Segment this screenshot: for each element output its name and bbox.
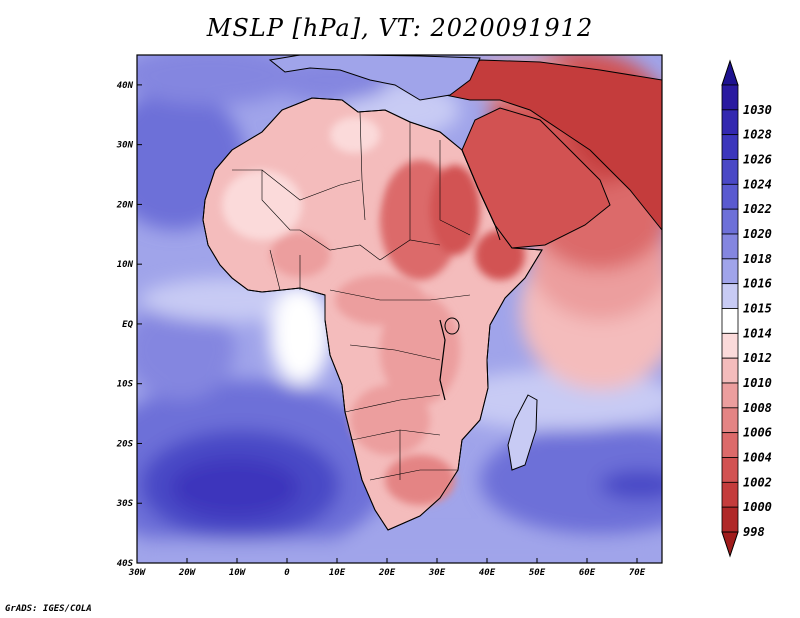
country-borders bbox=[232, 111, 471, 481]
longitude-labels: 30W 20W 10W 0 10E 20E 30E 40E 50E 60E 70E bbox=[128, 558, 646, 578]
colorbar-label: 1024 bbox=[743, 177, 772, 191]
colorbar-label: 1028 bbox=[743, 128, 772, 142]
lat-label: 10N bbox=[117, 260, 134, 270]
lat-label: 30N bbox=[116, 141, 134, 151]
colorbar-label: 998 bbox=[743, 525, 765, 539]
colorbar-swatch bbox=[721, 208, 739, 235]
lon-label: 30E bbox=[428, 568, 446, 578]
lon-label: 60E bbox=[579, 568, 596, 578]
colorbar-swatch bbox=[721, 283, 739, 309]
colorbar-label: 1018 bbox=[743, 252, 772, 266]
colorbar-swatch bbox=[721, 233, 739, 260]
colorbar-label: 1030 bbox=[743, 103, 772, 117]
colorbar-swatch bbox=[721, 382, 739, 409]
colorbar-label: 1012 bbox=[743, 351, 772, 365]
colorbar-label: 1014 bbox=[743, 326, 772, 340]
lon-label: 10W bbox=[229, 568, 247, 578]
colorbar-swatch bbox=[721, 357, 739, 384]
latitude-labels: 40N 30N 20N 10N EQ 10S 20S 30S 40S bbox=[116, 81, 142, 569]
lat-label: 40N bbox=[117, 81, 134, 91]
colorbar-label: 1026 bbox=[743, 153, 772, 167]
pressure-field bbox=[137, 55, 662, 563]
lon-label: 70E bbox=[629, 568, 646, 578]
asia-landmass bbox=[443, 59, 662, 231]
colorbar-label: 1016 bbox=[743, 277, 772, 291]
colorbar-swatch bbox=[721, 432, 739, 458]
lat-label: 40S bbox=[117, 559, 134, 569]
colorbar-top-arrow bbox=[721, 59, 739, 86]
colorbar-swatch bbox=[721, 481, 739, 508]
colorbar-swatch bbox=[721, 134, 739, 160]
plot-frame bbox=[136, 54, 663, 564]
colorbar-label: 1022 bbox=[743, 202, 772, 216]
lon-label: 30W bbox=[128, 568, 147, 578]
map-title: MSLP [hPa], VT: 2020091912 bbox=[206, 14, 594, 42]
lat-label: 20N bbox=[116, 200, 134, 210]
lat-label: EQ bbox=[122, 320, 133, 330]
colorbar-label: 1010 bbox=[743, 376, 772, 390]
colorbar-swatch bbox=[721, 308, 739, 334]
credit-text: GrADS: IGES/COLA bbox=[5, 604, 92, 614]
colorbar-swatch bbox=[721, 84, 739, 111]
colorbar-label: 1002 bbox=[743, 475, 772, 489]
lon-label: 20E bbox=[378, 568, 396, 578]
lon-label: 40E bbox=[479, 568, 496, 578]
colorbar-label: 1008 bbox=[743, 401, 772, 415]
colorbar-bottom-arrow bbox=[721, 531, 739, 558]
colorbar-swatch bbox=[721, 159, 739, 185]
colorbar-swatch bbox=[721, 457, 739, 483]
colorbar: 1030 1028 1026 1024 1022 1020 1018 1016 1015 1014… bbox=[721, 59, 772, 558]
colorbar-swatch bbox=[721, 332, 739, 359]
colorbar-label: 1020 bbox=[743, 227, 772, 241]
colorbar-swatch bbox=[721, 258, 739, 285]
lat-label: 10S bbox=[117, 380, 134, 390]
colorbar-label: 1015 bbox=[743, 302, 772, 316]
lon-label: 0 bbox=[284, 568, 290, 578]
colorbar-swatch bbox=[721, 407, 739, 434]
colorbar-swatch bbox=[721, 109, 739, 136]
lon-label: 10E bbox=[329, 568, 346, 578]
colorbar-label: 1006 bbox=[743, 426, 772, 440]
colorbar-label: 1000 bbox=[743, 500, 772, 514]
lon-label: 20W bbox=[178, 568, 197, 578]
lat-label: 20S bbox=[116, 439, 134, 449]
colorbar-swatch bbox=[721, 183, 739, 210]
lon-label: 50E bbox=[529, 568, 546, 578]
lat-label: 30S bbox=[116, 499, 134, 509]
colorbar-label: 1004 bbox=[743, 451, 772, 465]
colorbar-swatch bbox=[721, 506, 739, 533]
madagascar bbox=[507, 394, 538, 471]
